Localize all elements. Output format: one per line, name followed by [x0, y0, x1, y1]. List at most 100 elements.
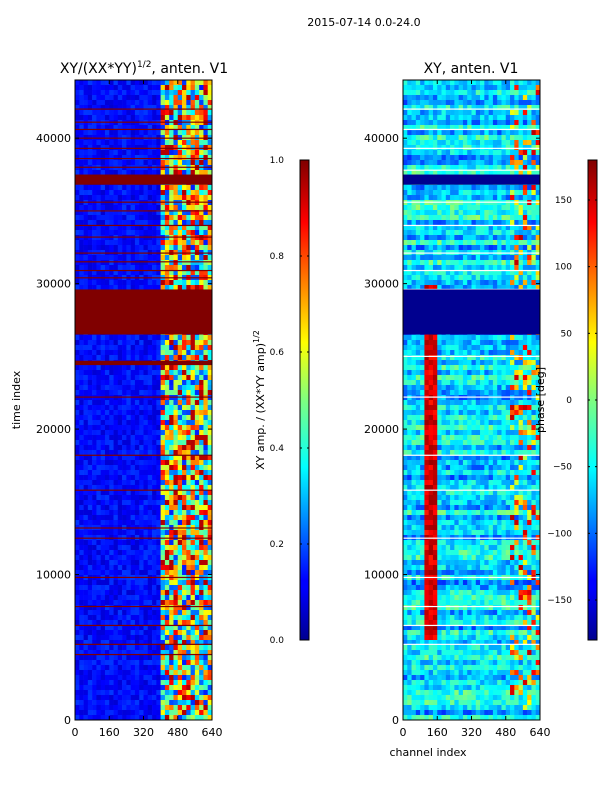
heat-cell	[83, 100, 89, 106]
heat-cell	[207, 605, 213, 611]
heat-cell	[152, 375, 157, 381]
heat-cell	[160, 445, 166, 451]
heat-cell	[156, 515, 161, 521]
heat-cell	[199, 230, 204, 236]
heat-cell	[87, 145, 93, 151]
heat-cell	[177, 465, 183, 471]
heat-cell	[143, 185, 149, 191]
heat-cell	[92, 625, 97, 631]
heat-cell	[182, 620, 187, 626]
heat-cell	[143, 375, 149, 381]
heat-cell	[194, 460, 200, 466]
heat-cell	[458, 120, 464, 126]
heat-cell	[177, 425, 183, 431]
heat-cell	[92, 370, 97, 376]
heat-cell	[467, 190, 472, 196]
heat-cell	[169, 470, 174, 476]
heat-cell	[87, 205, 93, 211]
heat-cell	[186, 415, 191, 421]
heat-cell	[83, 710, 89, 716]
heat-cell	[510, 145, 515, 151]
heat-cell	[445, 90, 451, 96]
heat-cell	[160, 110, 166, 116]
heat-cell	[501, 185, 507, 191]
heat-cell	[152, 270, 157, 276]
heat-cell	[199, 155, 204, 161]
heat-cell	[152, 460, 157, 466]
heat-cell	[87, 105, 93, 111]
heat-cell	[514, 145, 519, 151]
heat-cell	[96, 590, 101, 596]
heat-cell	[96, 420, 101, 426]
heat-cell	[207, 505, 213, 511]
heat-cell	[134, 105, 140, 111]
heat-cell	[122, 700, 127, 706]
heat-cell	[126, 645, 131, 651]
heat-cell	[96, 520, 101, 526]
heat-cell	[109, 485, 114, 491]
left-plot-title: XY/(XX*YY)1/2, anten. V1	[60, 60, 228, 77]
heat-cell	[130, 125, 136, 131]
heat-cell	[203, 705, 209, 711]
heat-cell	[156, 430, 161, 436]
heat-cell	[92, 155, 97, 161]
heat-cell	[199, 560, 204, 566]
heat-cell	[139, 195, 144, 201]
heat-cell	[194, 530, 200, 536]
heat-cell	[420, 160, 425, 166]
heat-cell	[117, 185, 123, 191]
heat-cell	[432, 160, 438, 166]
heat-cell	[458, 130, 464, 136]
heat-cell	[130, 400, 136, 406]
heat-cell	[83, 445, 89, 451]
heat-cell	[139, 365, 144, 371]
heat-cell	[134, 350, 140, 356]
heat-cell	[203, 155, 209, 161]
heat-cell	[514, 190, 519, 196]
heat-cell	[79, 700, 84, 706]
heat-cell	[96, 570, 101, 576]
heat-cell	[143, 410, 149, 416]
heat-cell	[126, 380, 131, 386]
heat-cell	[471, 80, 477, 86]
heat-cell	[134, 210, 140, 216]
heat-cell	[411, 185, 417, 191]
heat-cell	[147, 215, 153, 221]
heat-cell	[207, 405, 213, 411]
heat-cell	[152, 685, 157, 691]
heat-cell	[143, 565, 149, 571]
heat-cell	[169, 700, 174, 706]
heat-cell	[160, 700, 166, 706]
heat-cell	[117, 650, 123, 656]
heat-cell	[113, 555, 119, 561]
heat-cell	[497, 125, 502, 131]
heat-cell	[190, 140, 196, 146]
heat-cell	[130, 680, 136, 686]
heat-cell	[117, 150, 123, 156]
heat-cell	[450, 155, 455, 161]
heat-cell	[75, 230, 80, 236]
heat-cell	[177, 370, 183, 376]
heat-cell	[445, 190, 451, 196]
heat-cell	[164, 660, 170, 666]
heat-cell	[109, 380, 114, 386]
heat-cell	[199, 80, 204, 86]
heat-cell	[109, 365, 114, 371]
heat-cell	[492, 85, 498, 91]
heat-cell	[535, 185, 541, 191]
heat-cell	[182, 365, 187, 371]
heat-cell	[109, 110, 114, 116]
heat-cell	[173, 100, 179, 106]
heat-cell	[92, 700, 97, 706]
heat-cell	[160, 640, 166, 646]
heat-cell	[505, 185, 511, 191]
heat-cell	[100, 265, 106, 271]
heat-cell	[126, 205, 131, 211]
heat-cell	[203, 205, 209, 211]
heat-cell	[177, 225, 183, 231]
heat-cell	[177, 215, 183, 221]
heat-cell	[152, 700, 157, 706]
heat-cell	[156, 280, 161, 286]
heat-cell	[92, 610, 97, 616]
heat-cell	[207, 490, 213, 496]
